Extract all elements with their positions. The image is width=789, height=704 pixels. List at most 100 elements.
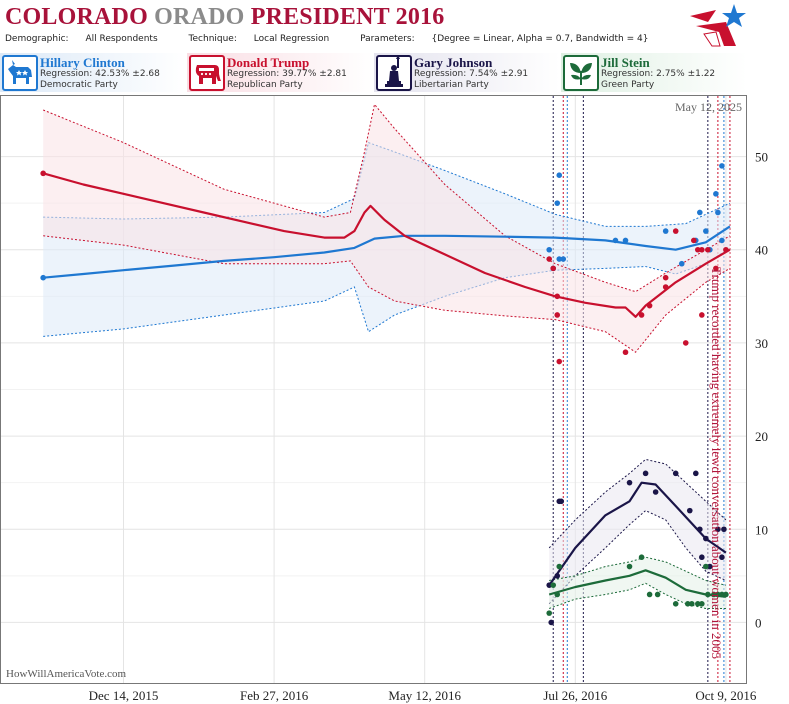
poll-point [546,582,553,588]
poll-point [697,209,703,216]
legend-item-johnson: Gary Johnson Regression: 7.54% ±2.91 Lib… [374,52,560,92]
poll-point [682,340,689,346]
date-stamp: May 12, 2025 [675,100,742,114]
poll-point [556,256,563,262]
poll-point [723,246,729,253]
x-tick-label: Feb 27, 2016 [240,688,309,703]
parameters-line: Demographic: All Respondents Technique: … [5,34,676,44]
poll-point [715,209,721,216]
legend-regression: Regression: 7.54% ±2.91 [414,69,529,79]
confidence-bands [43,103,731,609]
regression-lines [42,172,731,598]
band-lower-line [549,582,726,609]
poll-point [699,246,705,253]
legend-name: Jill Stein [601,55,650,70]
poll-point [672,470,679,477]
title-race: PRESIDENT 2016 [250,4,445,30]
poll-point [556,358,563,365]
poll-point [626,479,633,486]
y-tick-label: 30 [755,336,768,351]
poll-point [560,256,567,262]
poll-point [662,228,669,234]
legend-regression: Regression: 42.53% ±2.68 [40,69,160,79]
legend-item-clinton: Hillary Clinton Regression: 42.53% ±2.68… [0,52,186,92]
candidate-legend: Hillary Clinton Regression: 42.53% ±2.68… [0,52,789,94]
band-upper-line [548,458,727,549]
legend-party: Libertarian Party [414,80,489,90]
poll-point [690,237,697,244]
poll-point [719,237,725,244]
legend-party: Republican Party [227,80,303,90]
poll-point [554,573,561,579]
poll-point [692,470,699,477]
poll-point [550,582,557,588]
x-tick-label: May 12, 2016 [388,688,461,703]
poll-point [652,489,659,495]
poll-point [554,591,561,598]
poll-point [688,601,695,607]
poll-point [554,293,561,300]
poll-point [554,312,561,318]
regression-line [42,172,731,318]
poll-point [699,312,705,318]
site-logo-icon [690,4,746,47]
poll-point [703,228,709,234]
liberty-statue-icon [376,55,412,91]
poll-point [40,274,46,281]
poll-point [719,554,725,561]
y-axis: 0 10 20 30 40 50 [755,150,768,631]
band-lower-line [43,235,731,353]
poll-point [550,265,557,272]
poll-point [646,302,653,309]
poll-point [556,172,563,178]
legend-item-trump: Donald Trump Regression: 39.77% ±2.81 Re… [187,52,373,92]
donkey-icon [2,55,38,91]
poll-point [646,591,653,598]
poll-point [558,498,565,505]
poll-point [711,591,717,598]
poll-point [642,470,649,477]
poll-point [719,591,725,598]
poll-point [638,554,645,561]
poll-point [556,563,563,570]
poll-point [713,191,719,197]
poll-point [707,563,713,570]
poll-point [703,563,709,570]
poll-point [662,274,669,281]
poll-point [654,591,661,598]
y-tick-label: 20 [755,429,768,444]
confidence-band [43,104,730,353]
poll-point [626,563,633,570]
band-upper-line [549,556,727,586]
title-state-fragment: ORADO [154,4,245,30]
poll-point [678,260,685,267]
poll-point [699,601,705,607]
poll-point [723,591,729,598]
x-tick-label: Dec 14, 2015 [89,688,159,703]
confidence-band [549,557,726,609]
watermark: HowWillAmericaVote.com [6,668,126,680]
poll-point [697,526,703,533]
legend-party: Green Party [601,80,655,90]
demographic-value: All Respondents [85,34,158,44]
regression-line [43,225,731,279]
poll-point [672,228,679,234]
elephant-icon [189,55,225,91]
poll-point [713,265,719,272]
poll-point [695,601,701,607]
legend-name: Gary Johnson [414,55,493,70]
legend-party: Democratic Party [40,80,118,90]
poll-point [684,601,691,607]
poll-point [622,237,629,244]
legend-name: Donald Trump [227,55,310,70]
poll-point [622,349,629,356]
poll-point [699,554,705,561]
poll-point [548,619,555,626]
parameters-value: {Degree = Linear, Alpha = 0.7, Bandwidth… [431,34,649,44]
title-state: COLORADO [5,4,148,30]
y-tick-label: 50 [755,150,768,165]
poll-point [715,526,721,533]
poll-point [554,200,561,206]
page-title: COLORADO ORADO PRESIDENT 2016 [5,4,444,31]
legend-regression: Regression: 2.75% ±1.22 [601,69,716,79]
